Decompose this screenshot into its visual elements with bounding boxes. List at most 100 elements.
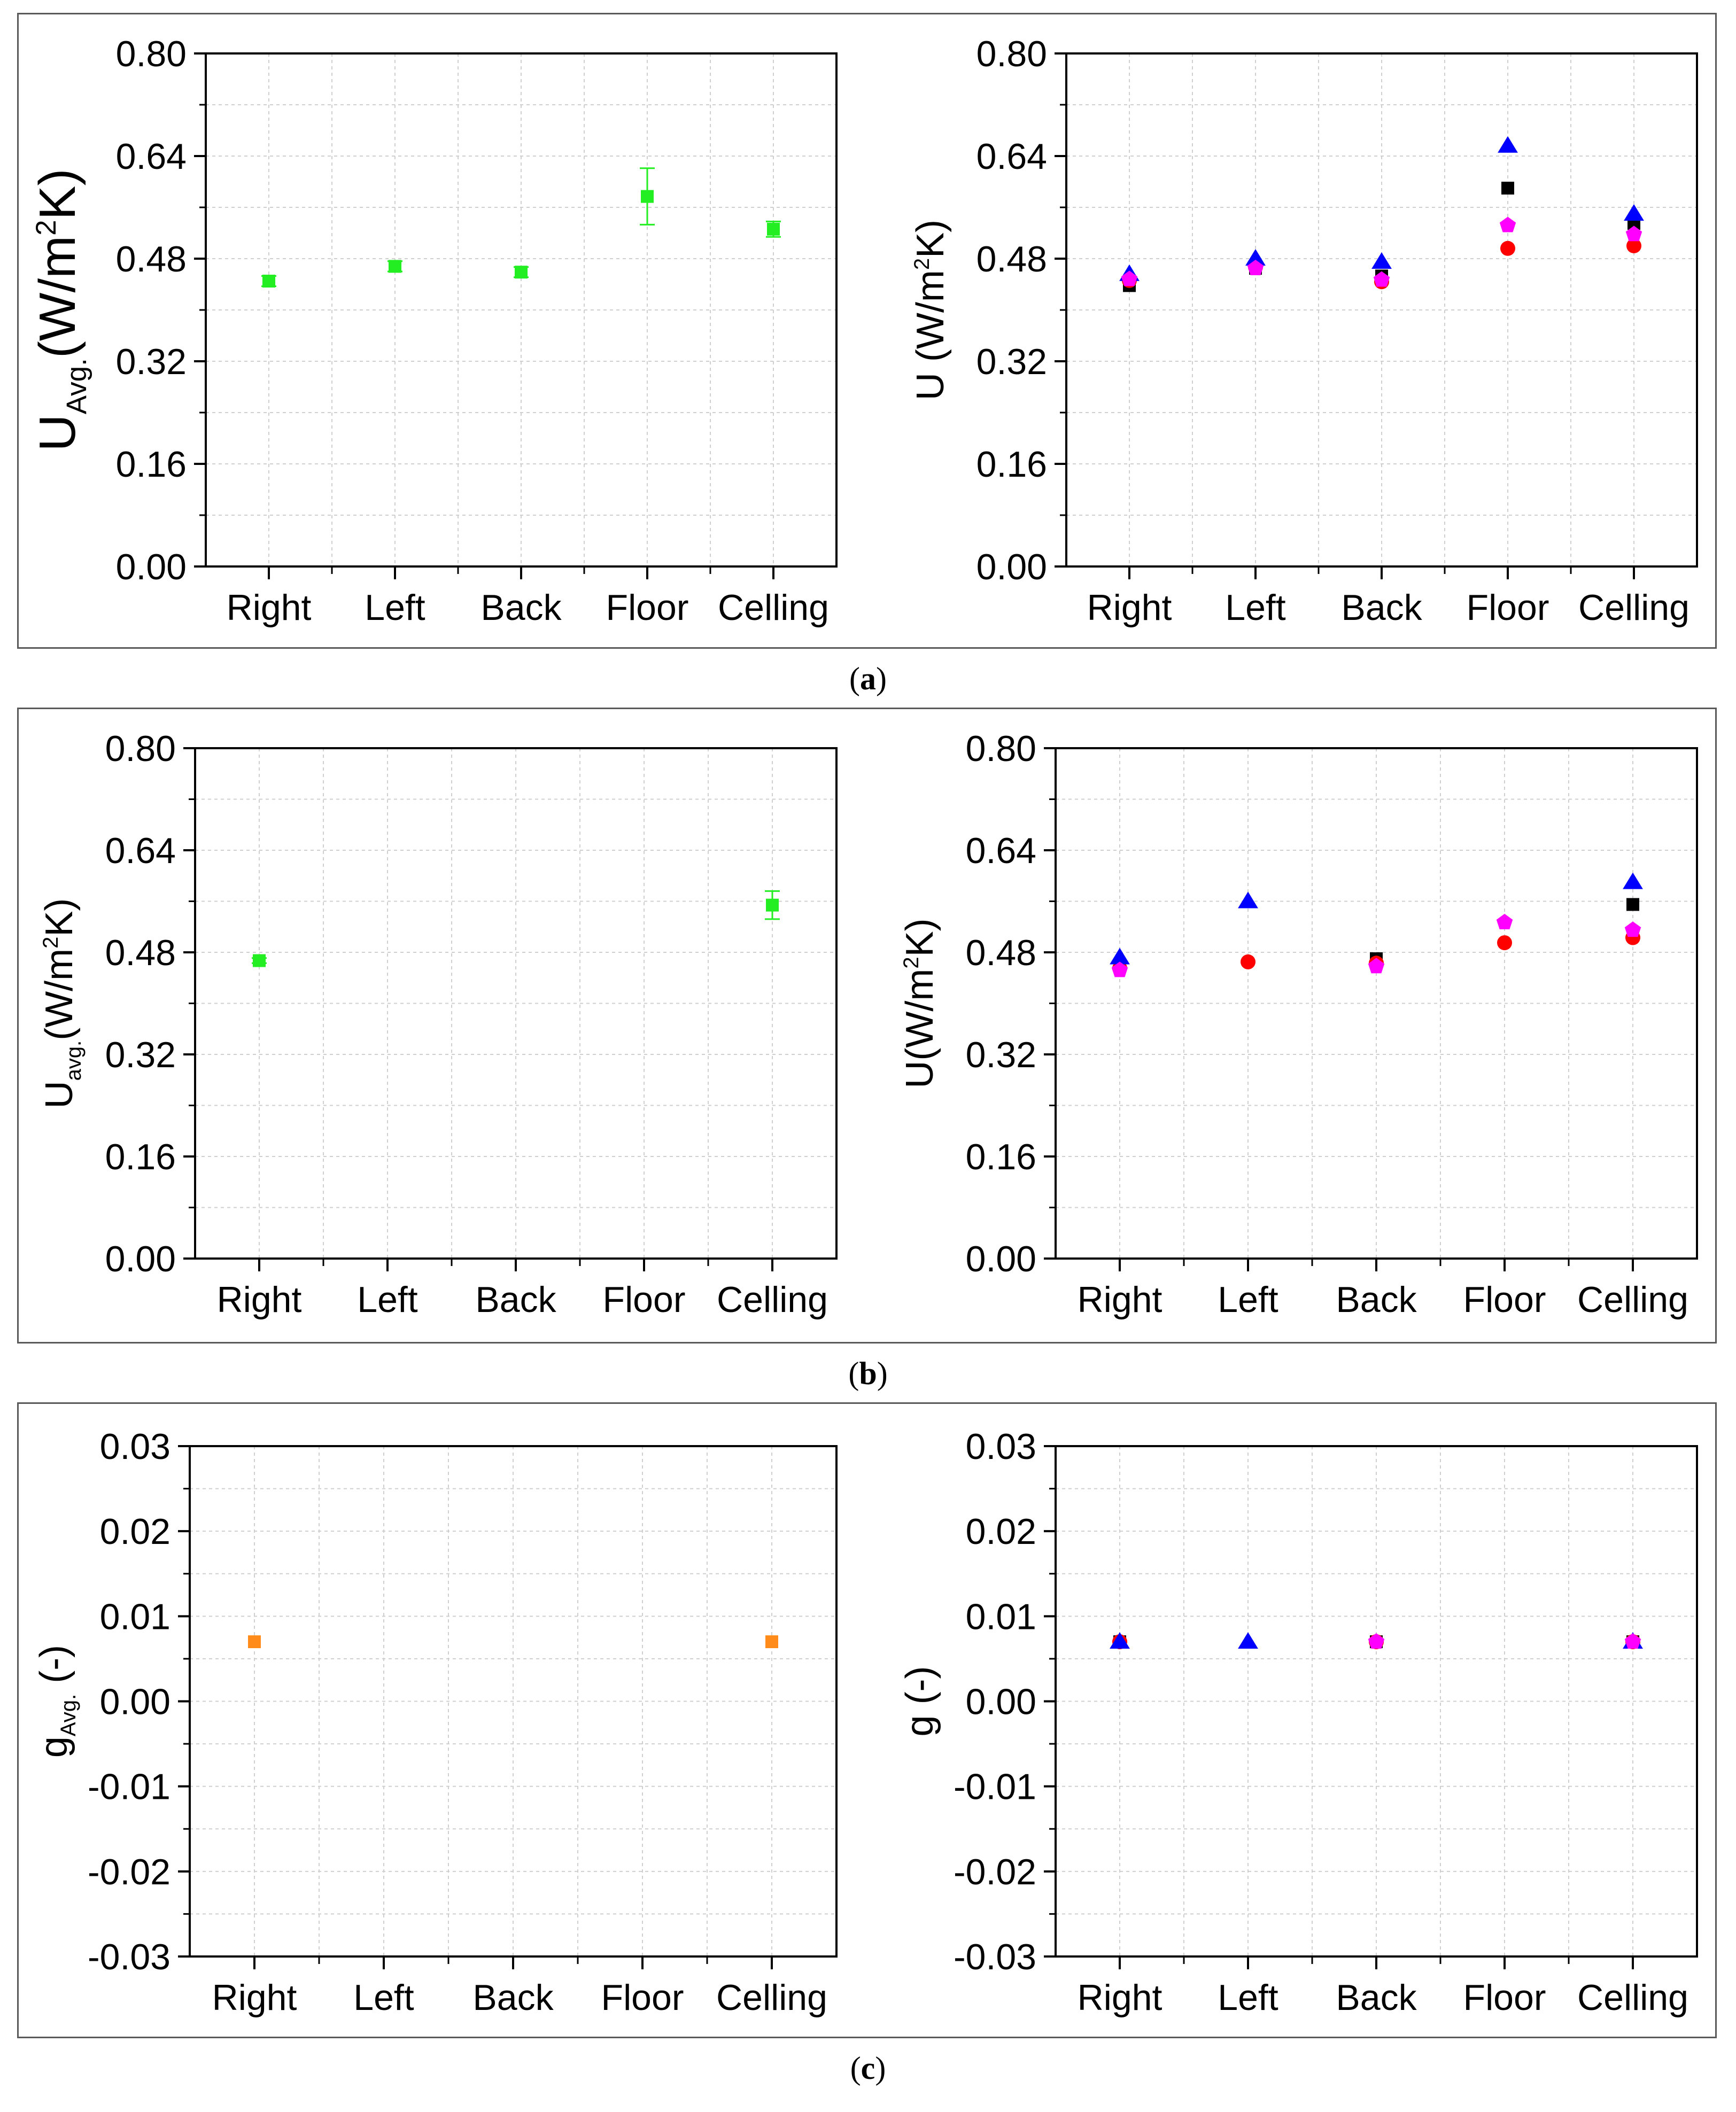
caption-a-open: ( [849, 661, 860, 696]
y-tick-label: 0.00 [100, 1682, 170, 1722]
y-axis-title-main: U [38, 1081, 81, 1108]
data-point-square [1501, 182, 1514, 195]
data-point-pentagon [1368, 958, 1385, 974]
x-tick-label: Back [480, 587, 562, 628]
data-point-triangle [1624, 204, 1644, 221]
y-tick-label: 0.32 [116, 341, 187, 382]
x-tick-label: Celling [1577, 1279, 1688, 1320]
y-axis-title-main: g [898, 1715, 941, 1736]
data-point-square [253, 954, 266, 967]
data-point-square [766, 898, 779, 912]
y-axis-title-unit: (W/m [38, 949, 81, 1041]
data-point-circle [1241, 954, 1256, 969]
y-axis-title-sup: 2 [30, 220, 62, 235]
y-tick-label: -0.03 [88, 1937, 170, 1977]
y-axis-title-unit: (W/m [29, 236, 86, 358]
y-tick-label: 0.02 [100, 1511, 170, 1552]
caption-c-open: ( [850, 2051, 861, 2086]
y-tick-label: 0.03 [966, 1426, 1036, 1467]
y-tick-label: -0.03 [954, 1937, 1036, 1977]
y-tick-label: 0.32 [966, 1035, 1036, 1075]
panel-c-frame [17, 1402, 1717, 2038]
y-axis-title-unit: (-) [898, 1666, 941, 1715]
data-point-square [262, 275, 275, 288]
y-tick-label: 0.02 [966, 1511, 1036, 1552]
data-point-pentagon [1624, 1633, 1641, 1649]
y-tick-label: 0.80 [105, 728, 176, 769]
panel-b-frame [17, 708, 1717, 1344]
x-tick-label: Left [1218, 1977, 1278, 2018]
x-tick-label: Celling [1578, 587, 1689, 628]
y-axis-title-unit-end: K) [29, 168, 86, 220]
data-point-circle [1500, 240, 1515, 256]
x-tick-label: Right [227, 587, 312, 628]
caption-a-letter: a [860, 661, 876, 696]
y-axis-title-sup: 2 [900, 957, 923, 968]
caption-c-letter: c [861, 2051, 875, 2086]
chart-c-right: -0.03 -0.02 -0.01 0.00 0.01 0.02 0.03 Right Left… [898, 1426, 1698, 2018]
x-tick-label: Celling [716, 1977, 827, 2018]
x-tick-label: Back [1336, 1279, 1417, 1320]
x-tick-label: Celling [1577, 1977, 1688, 2018]
y-axis-title-sub: avg. [62, 1041, 86, 1081]
caption-b-close: ) [877, 1356, 888, 1391]
x-tick-label: Back [1336, 1977, 1417, 2018]
y-axis-title-main: g [33, 1736, 75, 1758]
y-tick-label: 0.80 [116, 34, 187, 74]
y-tick-label: 0.80 [976, 34, 1047, 74]
y-tick-label: 0.64 [966, 830, 1036, 871]
data-point-triangle [1245, 249, 1266, 266]
data-point-pentagon [1496, 913, 1513, 929]
x-tick-label: Back [475, 1279, 556, 1320]
y-tick-label: 0.48 [966, 933, 1036, 973]
data-point-pentagon [1373, 271, 1390, 287]
chart-a-left: 0.00 0.16 0.32 0.48 0.64 0.80 Right Left Back Flo… [29, 34, 838, 628]
caption-c-close: ) [875, 2051, 886, 2086]
y-axis-title-main: U [29, 414, 86, 451]
x-tick-label: Back [472, 1977, 554, 2018]
y-axis-title: g (-) [898, 1666, 941, 1737]
y-tick-label: 0.00 [976, 547, 1047, 587]
y-tick-label: -0.01 [88, 1767, 170, 1807]
x-tick-label: Right [1078, 1977, 1162, 2018]
data-point-triangle [1238, 891, 1258, 909]
data-point-pentagon [1121, 270, 1138, 286]
y-axis-title-unit-end: K) [909, 220, 952, 258]
y-tick-label: 0.48 [105, 933, 176, 973]
data-point-triangle [1623, 872, 1643, 889]
y-tick-label: 0.64 [976, 136, 1047, 177]
x-tick-label: Celling [718, 587, 829, 628]
x-tick-label: Left [357, 1279, 418, 1320]
y-tick-label: 0.16 [105, 1137, 176, 1177]
data-point-pentagon [1247, 260, 1264, 275]
y-tick-label: 0.48 [116, 239, 187, 279]
x-tick-label: Floor [601, 1977, 684, 2018]
caption-b: (b) [0, 1355, 1736, 1392]
y-tick-label: 0.01 [966, 1596, 1036, 1637]
data-point-pentagon [1111, 961, 1128, 977]
y-axis-title-sub: Avg. [61, 358, 92, 414]
caption-b-letter: b [859, 1356, 877, 1391]
y-axis-title-sup: 2 [910, 258, 934, 270]
y-tick-label: 0.32 [105, 1035, 176, 1075]
x-tick-label: Floor [1463, 1977, 1546, 2018]
x-tick-label: Floor [603, 1279, 686, 1320]
y-tick-label: 0.16 [116, 444, 187, 485]
y-tick-label: 0.16 [966, 1137, 1036, 1177]
y-axis-title-sub: Avg. [57, 1694, 80, 1736]
y-axis-title-unit-end: K) [898, 918, 941, 957]
y-axis-title-main: U [909, 372, 952, 400]
data-point-pentagon [1624, 921, 1641, 937]
y-tick-label: 0.16 [976, 444, 1047, 485]
y-tick-label: 0.64 [105, 830, 176, 871]
y-tick-label: 0.80 [966, 728, 1036, 769]
y-axis-title: U (W/m2K) [909, 220, 952, 400]
x-tick-label: Floor [606, 587, 689, 628]
y-axis-title: gAvg. (-) [33, 1645, 80, 1758]
y-axis-title-main: U [898, 1061, 941, 1089]
chart-a-right: 0.00 0.16 0.32 0.48 0.64 0.80 Right Left Back Flo… [909, 34, 1698, 628]
data-point-triangle [1371, 252, 1392, 269]
y-axis-title: Uavg.(W/m2K) [38, 898, 86, 1109]
data-point-triangle [1238, 1632, 1258, 1649]
data-point-circle [1626, 238, 1641, 253]
